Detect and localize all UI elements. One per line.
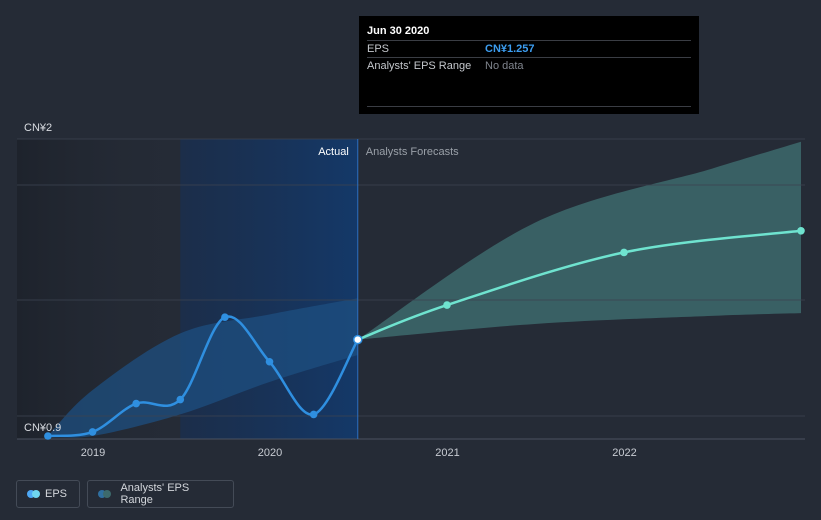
forecast-point: [443, 301, 451, 309]
x-tick-label: 2019: [81, 447, 105, 459]
eps-point: [176, 395, 185, 404]
eps-point: [353, 334, 363, 345]
past-range-band: [47, 298, 358, 438]
tooltip: Jun 30 2020 EPS CN¥1.257 Analysts' EPS R…: [359, 16, 699, 114]
tooltip-eps-row: EPS CN¥1.257: [367, 40, 691, 58]
tooltip-date: Jun 30 2020: [367, 25, 430, 37]
eps-point: [265, 357, 274, 366]
tooltip-range-value: No data: [485, 60, 524, 72]
y-axis-bottom-label: CN¥0.9: [24, 422, 61, 434]
legend-eps[interactable]: EPS: [16, 480, 80, 508]
range-legend-icon: [98, 490, 112, 498]
eps-point: [309, 410, 318, 419]
x-tick-label: 2022: [612, 447, 636, 459]
forecast-point: [620, 248, 628, 257]
tooltip-range-label: Analysts' EPS Range: [367, 60, 472, 72]
forecast-point: [797, 227, 805, 235]
eps-point: [132, 399, 140, 408]
forecast-range-band: [357, 141, 801, 340]
eps-point: [88, 428, 97, 436]
legend-range-label: Analysts' EPS Range: [120, 482, 190, 506]
eps-point: [221, 313, 229, 322]
x-tick-label: 2021: [435, 447, 459, 459]
actual-label: Actual: [318, 146, 349, 158]
y-axis-top-label: CN¥2: [24, 122, 52, 134]
legend-eps-label: EPS: [44, 488, 67, 500]
forecast-label: Analysts Forecasts: [366, 146, 459, 158]
tooltip-range-row: Analysts' EPS Range No data: [367, 57, 691, 75]
tooltip-divider: [367, 106, 691, 107]
eps-forecast-line: [357, 229, 802, 341]
x-tick-label: 2020: [258, 447, 282, 459]
tooltip-eps-label: EPS: [367, 43, 390, 55]
eps-point: [44, 432, 52, 440]
legend-range[interactable]: Analysts' EPS Range: [87, 480, 234, 508]
eps-legend-icon: [27, 490, 40, 498]
tooltip-eps-value: CN¥1.257: [485, 43, 535, 55]
